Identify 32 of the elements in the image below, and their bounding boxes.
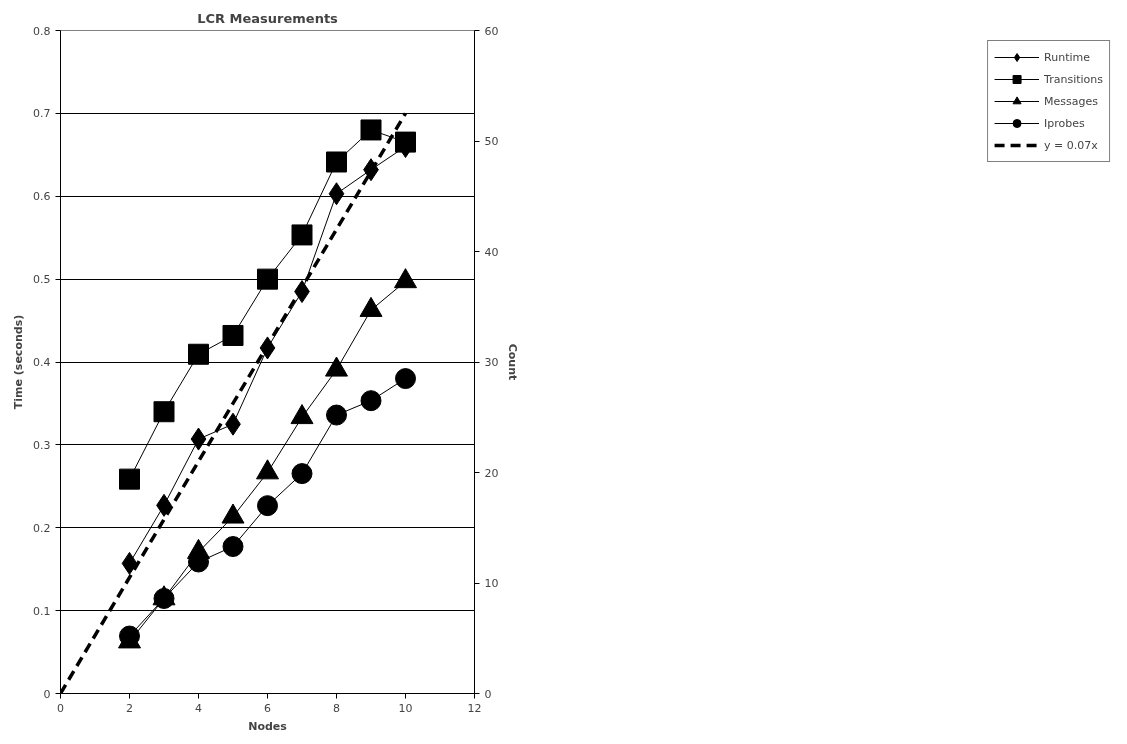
chart-title: LCR Measurements <box>197 10 339 26</box>
x-axis-title: Nodes <box>248 719 288 733</box>
y2-tick-label: 50 <box>484 135 499 148</box>
x-tick-label: 10 <box>398 701 413 715</box>
y-tick-label: 0.3 <box>33 438 51 452</box>
y2-tick-label: 20 <box>484 466 499 480</box>
y-tick-label: 0.7 <box>33 107 51 121</box>
y-axis-title: Time (seconds) <box>12 314 26 410</box>
y2-tick-label: 0 <box>484 687 492 701</box>
y-tick-label: 0 <box>43 687 51 701</box>
y2-tick-label: 30 <box>484 356 499 369</box>
y-tick-label: 0.6 <box>33 190 51 204</box>
y2-axis-title: Count <box>506 343 520 381</box>
legend-label: Iprobes <box>1044 116 1085 130</box>
x-tick-label: 6 <box>264 701 271 715</box>
y-tick-label: 0.4 <box>33 356 51 369</box>
y-tick-label: 0.1 <box>33 604 51 618</box>
x-tick-label: 8 <box>333 701 340 715</box>
x-tick-label: 0 <box>57 701 64 715</box>
y2-tick-label: 10 <box>484 577 499 590</box>
x-tick-label: 4 <box>195 701 202 715</box>
legend-label: Runtime <box>1044 50 1091 64</box>
y-tick-label: 0.8 <box>33 24 51 38</box>
x-tick-label: 2 <box>126 701 133 715</box>
y-tick-label: 0.2 <box>33 521 51 535</box>
legend-label: y = 0.07x <box>1044 138 1098 152</box>
y2-tick-label: 40 <box>484 245 499 259</box>
y2-tick-label: 60 <box>484 24 499 38</box>
legend-label: Messages <box>1044 94 1099 108</box>
legend-label: Transitions <box>1044 72 1103 86</box>
y-tick-label: 0.5 <box>33 273 51 287</box>
x-tick-label: 12 <box>467 701 482 715</box>
